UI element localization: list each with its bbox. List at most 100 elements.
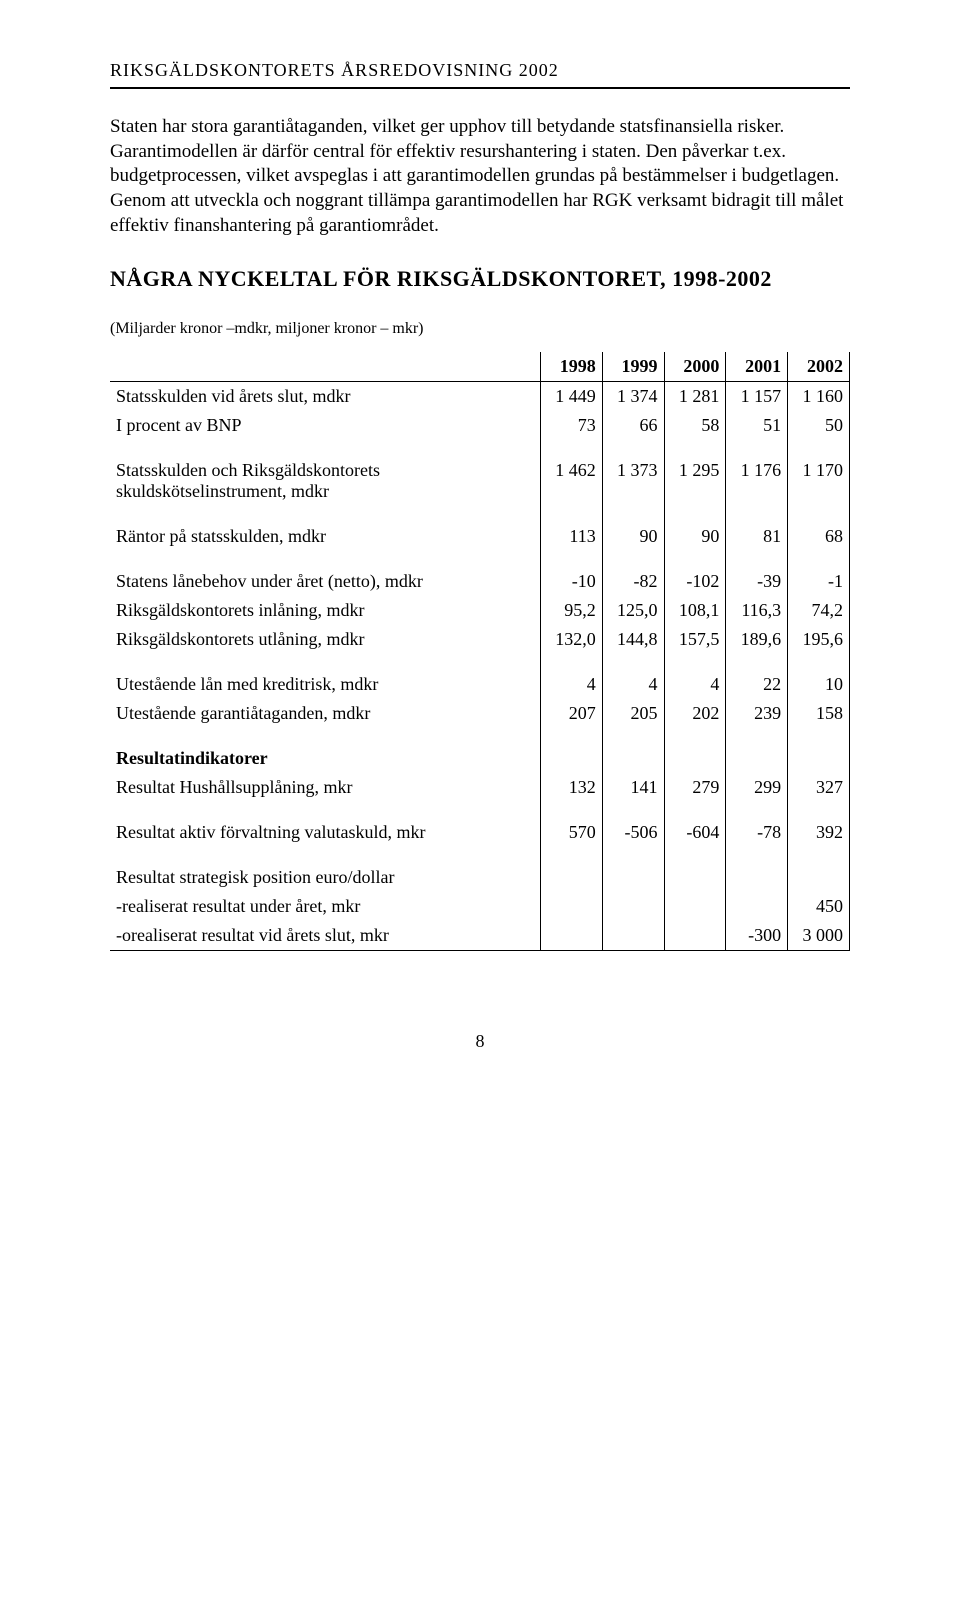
- row-value: 10: [788, 654, 850, 699]
- row-value: 1 281: [664, 382, 726, 412]
- row-value: [726, 892, 788, 921]
- row-value: 1 462: [540, 440, 602, 506]
- table-head: 19981999200020012002: [110, 352, 850, 382]
- row-value: 279: [664, 773, 726, 802]
- table-header-year: 1999: [602, 352, 664, 382]
- table-row: Resultat strategisk position euro/dollar: [110, 847, 850, 892]
- paragraph-1: Staten har stora garantiåtaganden, vilke…: [110, 115, 850, 238]
- row-label: Riksgäldskontorets utlåning, mdkr: [110, 625, 540, 654]
- row-label: I procent av BNP: [110, 411, 540, 440]
- row-value: 125,0: [602, 596, 664, 625]
- page-header-title: RIKSGÄLDSKONTORETS ÅRSREDOVISNING 2002: [110, 60, 850, 81]
- row-value: 1 157: [726, 382, 788, 412]
- row-value: -82: [602, 551, 664, 596]
- row-value: 1 176: [726, 440, 788, 506]
- row-value: 4: [664, 654, 726, 699]
- row-value: 189,6: [726, 625, 788, 654]
- table-row: Räntor på statsskulden, mdkr11390908168: [110, 506, 850, 551]
- row-value: -78: [726, 802, 788, 847]
- row-value: 4: [540, 654, 602, 699]
- table-row: Resultat Hushållsupplåning, mkr132141279…: [110, 773, 850, 802]
- table-row: Utestående garantiåtaganden, mdkr2072052…: [110, 699, 850, 728]
- row-value: 207: [540, 699, 602, 728]
- row-value: [664, 892, 726, 921]
- row-value: -506: [602, 802, 664, 847]
- row-value: [540, 847, 602, 892]
- row-value: 1 449: [540, 382, 602, 412]
- row-value: 239: [726, 699, 788, 728]
- row-value: 3 000: [788, 921, 850, 951]
- row-value: -10: [540, 551, 602, 596]
- row-value: 4: [602, 654, 664, 699]
- row-value: [788, 847, 850, 892]
- table-row: Statens lånebehov under året (netto), md…: [110, 551, 850, 596]
- row-value: 73: [540, 411, 602, 440]
- key-figures-table: 19981999200020012002 Statsskulden vid år…: [110, 352, 850, 951]
- row-value: 116,3: [726, 596, 788, 625]
- row-value: [540, 892, 602, 921]
- table-header-year: 2000: [664, 352, 726, 382]
- row-label: Resultat aktiv förvaltning valutaskuld, …: [110, 802, 540, 847]
- table-row: -realiserat resultat under året, mkr450: [110, 892, 850, 921]
- row-value: 327: [788, 773, 850, 802]
- row-value: [664, 728, 726, 773]
- row-value: 195,6: [788, 625, 850, 654]
- row-value: 1 170: [788, 440, 850, 506]
- table-row: Statsskulden och Riksgäldskontorets skul…: [110, 440, 850, 506]
- table-row: Riksgäldskontorets utlåning, mdkr132,014…: [110, 625, 850, 654]
- row-value: [602, 921, 664, 951]
- row-value: 58: [664, 411, 726, 440]
- row-value: 141: [602, 773, 664, 802]
- row-value: [726, 728, 788, 773]
- row-value: 1 160: [788, 382, 850, 412]
- row-value: [726, 847, 788, 892]
- table-header-year: 2002: [788, 352, 850, 382]
- row-value: 1 373: [602, 440, 664, 506]
- row-value: 68: [788, 506, 850, 551]
- row-label: Resultat Hushållsupplåning, mkr: [110, 773, 540, 802]
- page-number: 8: [110, 1031, 850, 1052]
- row-label: Statsskulden och Riksgäldskontorets skul…: [110, 440, 540, 506]
- row-value: 81: [726, 506, 788, 551]
- row-label: Utestående garantiåtaganden, mdkr: [110, 699, 540, 728]
- row-value: 90: [664, 506, 726, 551]
- table-row: Utestående lån med kreditrisk, mdkr44422…: [110, 654, 850, 699]
- table-header-label: [110, 352, 540, 382]
- row-value: 205: [602, 699, 664, 728]
- row-value: 202: [664, 699, 726, 728]
- table-header-year: 1998: [540, 352, 602, 382]
- row-value: [540, 728, 602, 773]
- row-value: 51: [726, 411, 788, 440]
- row-value: 299: [726, 773, 788, 802]
- row-label: -realiserat resultat under året, mkr: [110, 892, 540, 921]
- row-value: -39: [726, 551, 788, 596]
- row-value: 22: [726, 654, 788, 699]
- row-value: [602, 892, 664, 921]
- row-value: 132,0: [540, 625, 602, 654]
- row-value: [602, 728, 664, 773]
- table-row: I procent av BNP7366585150: [110, 411, 850, 440]
- row-value: -1: [788, 551, 850, 596]
- row-label: Resultatindikatorer: [110, 728, 540, 773]
- row-value: 50: [788, 411, 850, 440]
- row-value: 158: [788, 699, 850, 728]
- row-label: Räntor på statsskulden, mdkr: [110, 506, 540, 551]
- row-value: 108,1: [664, 596, 726, 625]
- section-heading: NÅGRA NYCKELTAL FÖR RIKSGÄLDSKONTORET, 1…: [110, 266, 850, 292]
- row-value: [540, 921, 602, 951]
- table-caption: (Miljarder kronor –mdkr, miljoner kronor…: [110, 320, 850, 338]
- row-label: -orealiserat resultat vid årets slut, mk…: [110, 921, 540, 951]
- row-label: Utestående lån med kreditrisk, mdkr: [110, 654, 540, 699]
- row-label: Statens lånebehov under året (netto), md…: [110, 551, 540, 596]
- row-value: [664, 847, 726, 892]
- row-label: Resultat strategisk position euro/dollar: [110, 847, 540, 892]
- row-value: 95,2: [540, 596, 602, 625]
- row-value: 144,8: [602, 625, 664, 654]
- row-value: 1 374: [602, 382, 664, 412]
- document-page: RIKSGÄLDSKONTORETS ÅRSREDOVISNING 2002 S…: [0, 0, 960, 1092]
- table-row: Riksgäldskontorets inlåning, mdkr95,2125…: [110, 596, 850, 625]
- row-label: Statsskulden vid årets slut, mdkr: [110, 382, 540, 412]
- row-value: 132: [540, 773, 602, 802]
- row-value: 157,5: [664, 625, 726, 654]
- row-value: 90: [602, 506, 664, 551]
